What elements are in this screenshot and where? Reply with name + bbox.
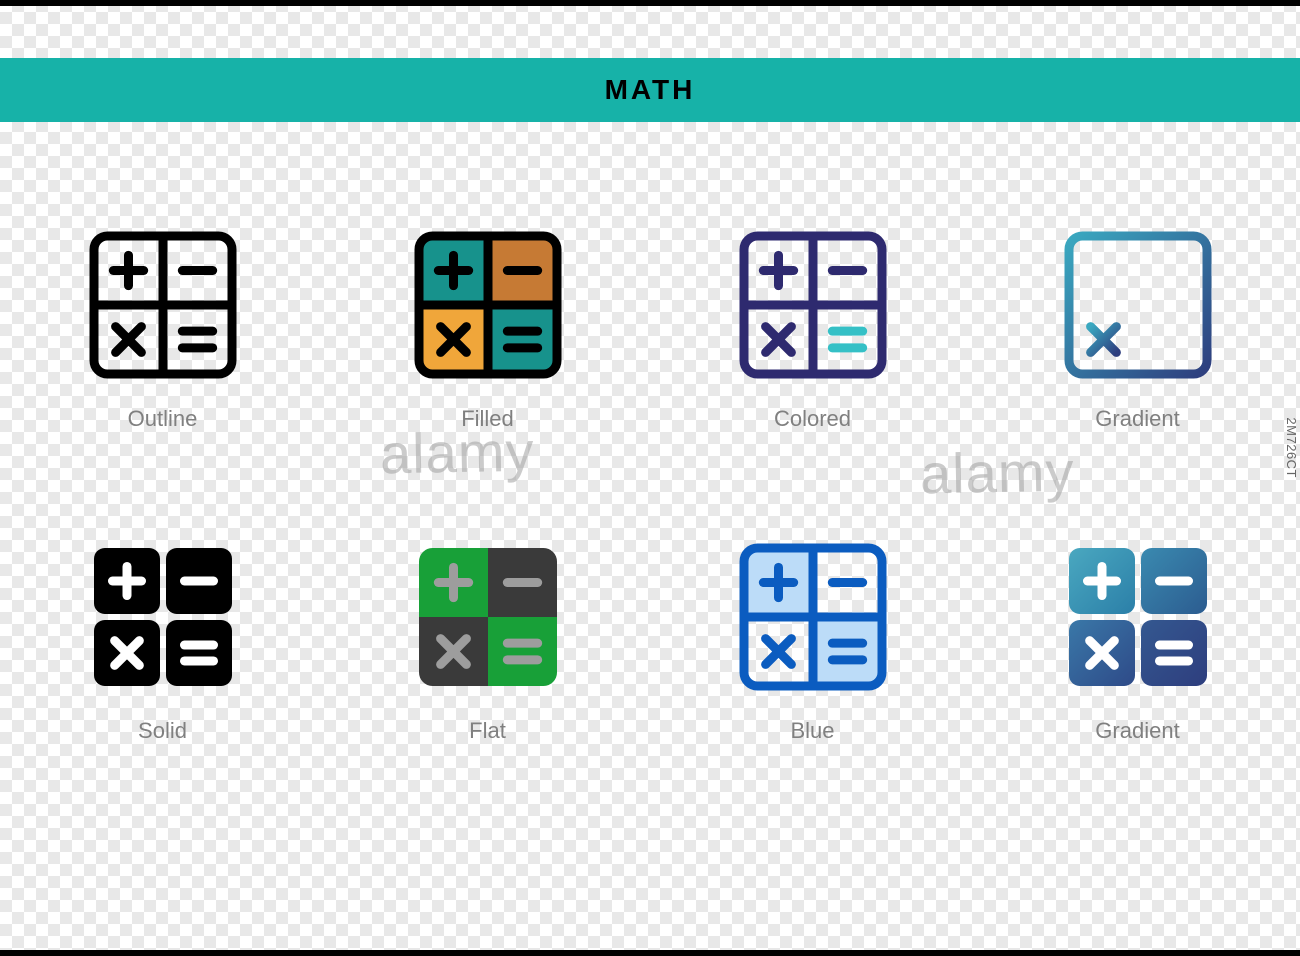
math-icon xyxy=(413,542,563,692)
icon-label: Blue xyxy=(790,718,834,744)
icon-variant-outline: Outline xyxy=(88,230,238,432)
icon-variant-filled: Filled xyxy=(413,230,563,432)
icon-variant-flat: Flat xyxy=(413,542,563,744)
math-icon xyxy=(1063,542,1213,692)
header-bar: MATH xyxy=(0,58,1300,122)
icon-label: Outline xyxy=(128,406,198,432)
image-id: 2M726CT xyxy=(1285,417,1300,478)
math-icon xyxy=(88,230,238,380)
math-icon xyxy=(88,542,238,692)
icon-label: Filled xyxy=(461,406,514,432)
icon-variant-gradient2: Gradient xyxy=(1063,542,1213,744)
icon-label: Gradient xyxy=(1095,406,1179,432)
icon-variant-blue: Blue xyxy=(738,542,888,744)
icon-grid: Outline Filled Colored Gradient Solid Flat Blu… xyxy=(0,230,1300,744)
header-title: MATH xyxy=(605,74,696,106)
top-border xyxy=(0,0,1300,6)
icon-label: Gradient xyxy=(1095,718,1179,744)
math-icon xyxy=(1063,230,1213,380)
icon-variant-colored: Colored xyxy=(738,230,888,432)
icon-label: Flat xyxy=(469,718,506,744)
math-icon xyxy=(413,230,563,380)
math-icon xyxy=(738,230,888,380)
bottom-border xyxy=(0,950,1300,956)
icon-label: Colored xyxy=(774,406,851,432)
icon-variant-solid: Solid xyxy=(88,542,238,744)
icon-label: Solid xyxy=(138,718,187,744)
icon-variant-gradient1: Gradient xyxy=(1063,230,1213,432)
math-icon xyxy=(738,542,888,692)
